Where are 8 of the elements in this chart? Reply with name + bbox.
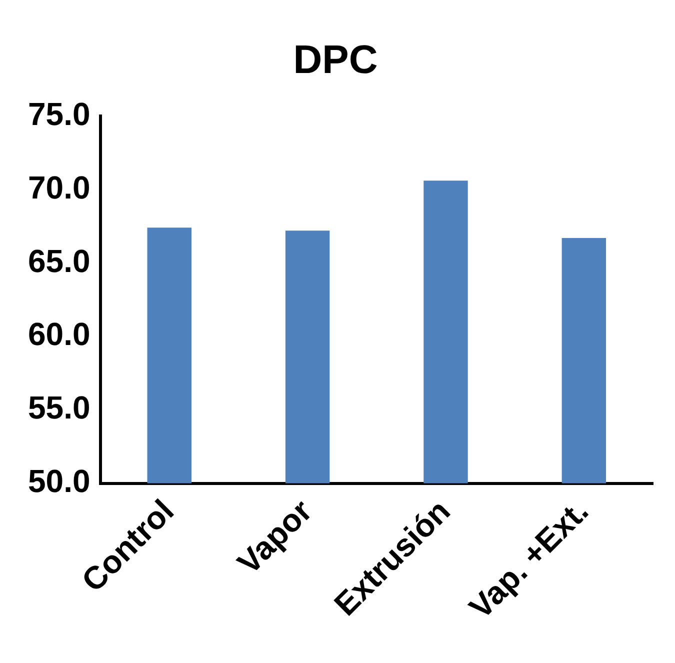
y-tick-label: 50.0 [28,463,90,500]
y-tick-label: 65.0 [28,242,90,279]
x-tick-label: Vap. +Ext. [462,492,596,626]
chart-title: DPC [293,38,378,82]
y-tick-label: 75.0 [28,96,90,132]
y-tick-label: 70.0 [28,169,90,206]
y-tick-label: 60.0 [28,316,90,352]
y-tick-label: 55.0 [28,390,90,426]
